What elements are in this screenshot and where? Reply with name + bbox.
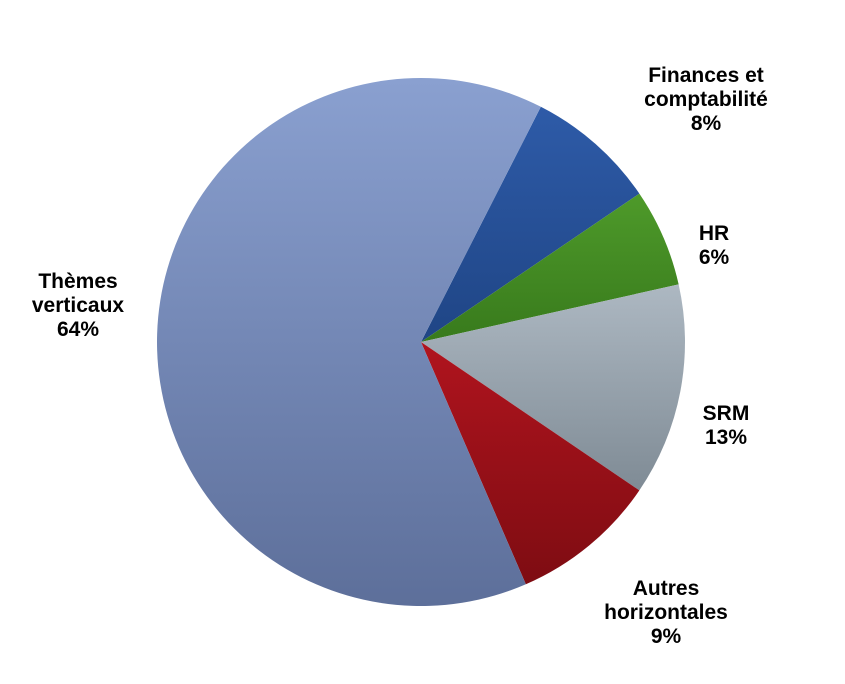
slice-label-srm: SRM 13% xyxy=(703,402,750,449)
slice-label-autres-horizontales: Autres horizontales 9% xyxy=(604,577,728,648)
slice-percent-label: 9% xyxy=(651,625,682,648)
pie-slice-autres-horizontales xyxy=(421,342,640,585)
slice-name-label: HR xyxy=(699,222,729,245)
pie-slices xyxy=(157,78,685,607)
slice-name-label: verticaux xyxy=(32,294,125,317)
pie-slice-themes-verticaux xyxy=(157,78,541,607)
pie-labels: Finances et comptabilité 8% HR 6% SRM 13% Autre… xyxy=(32,64,768,648)
pie-slice-hr xyxy=(421,193,679,342)
slice-label-hr: HR 6% xyxy=(699,222,730,269)
slice-name-label: Autres xyxy=(633,577,700,600)
pie-slice-finances-et-comptabilite xyxy=(421,106,640,343)
slice-name-label: horizontales xyxy=(604,601,728,624)
slice-name-label: SRM xyxy=(703,402,750,425)
slice-percent-label: 13% xyxy=(705,426,747,449)
slice-percent-label: 8% xyxy=(691,112,722,135)
slice-name-label: comptabilité xyxy=(644,88,768,111)
slice-percent-label: 64% xyxy=(57,318,99,341)
slice-percent-label: 6% xyxy=(699,246,730,269)
slice-label-finances-et-comptabilite: Finances et comptabilité 8% xyxy=(644,64,768,135)
pie-slice-srm xyxy=(421,284,685,491)
slice-name-label: Finances et xyxy=(648,64,764,87)
slice-label-themes-verticaux: Thèmes verticaux 64% xyxy=(32,270,125,341)
slice-name-label: Thèmes xyxy=(38,270,117,293)
